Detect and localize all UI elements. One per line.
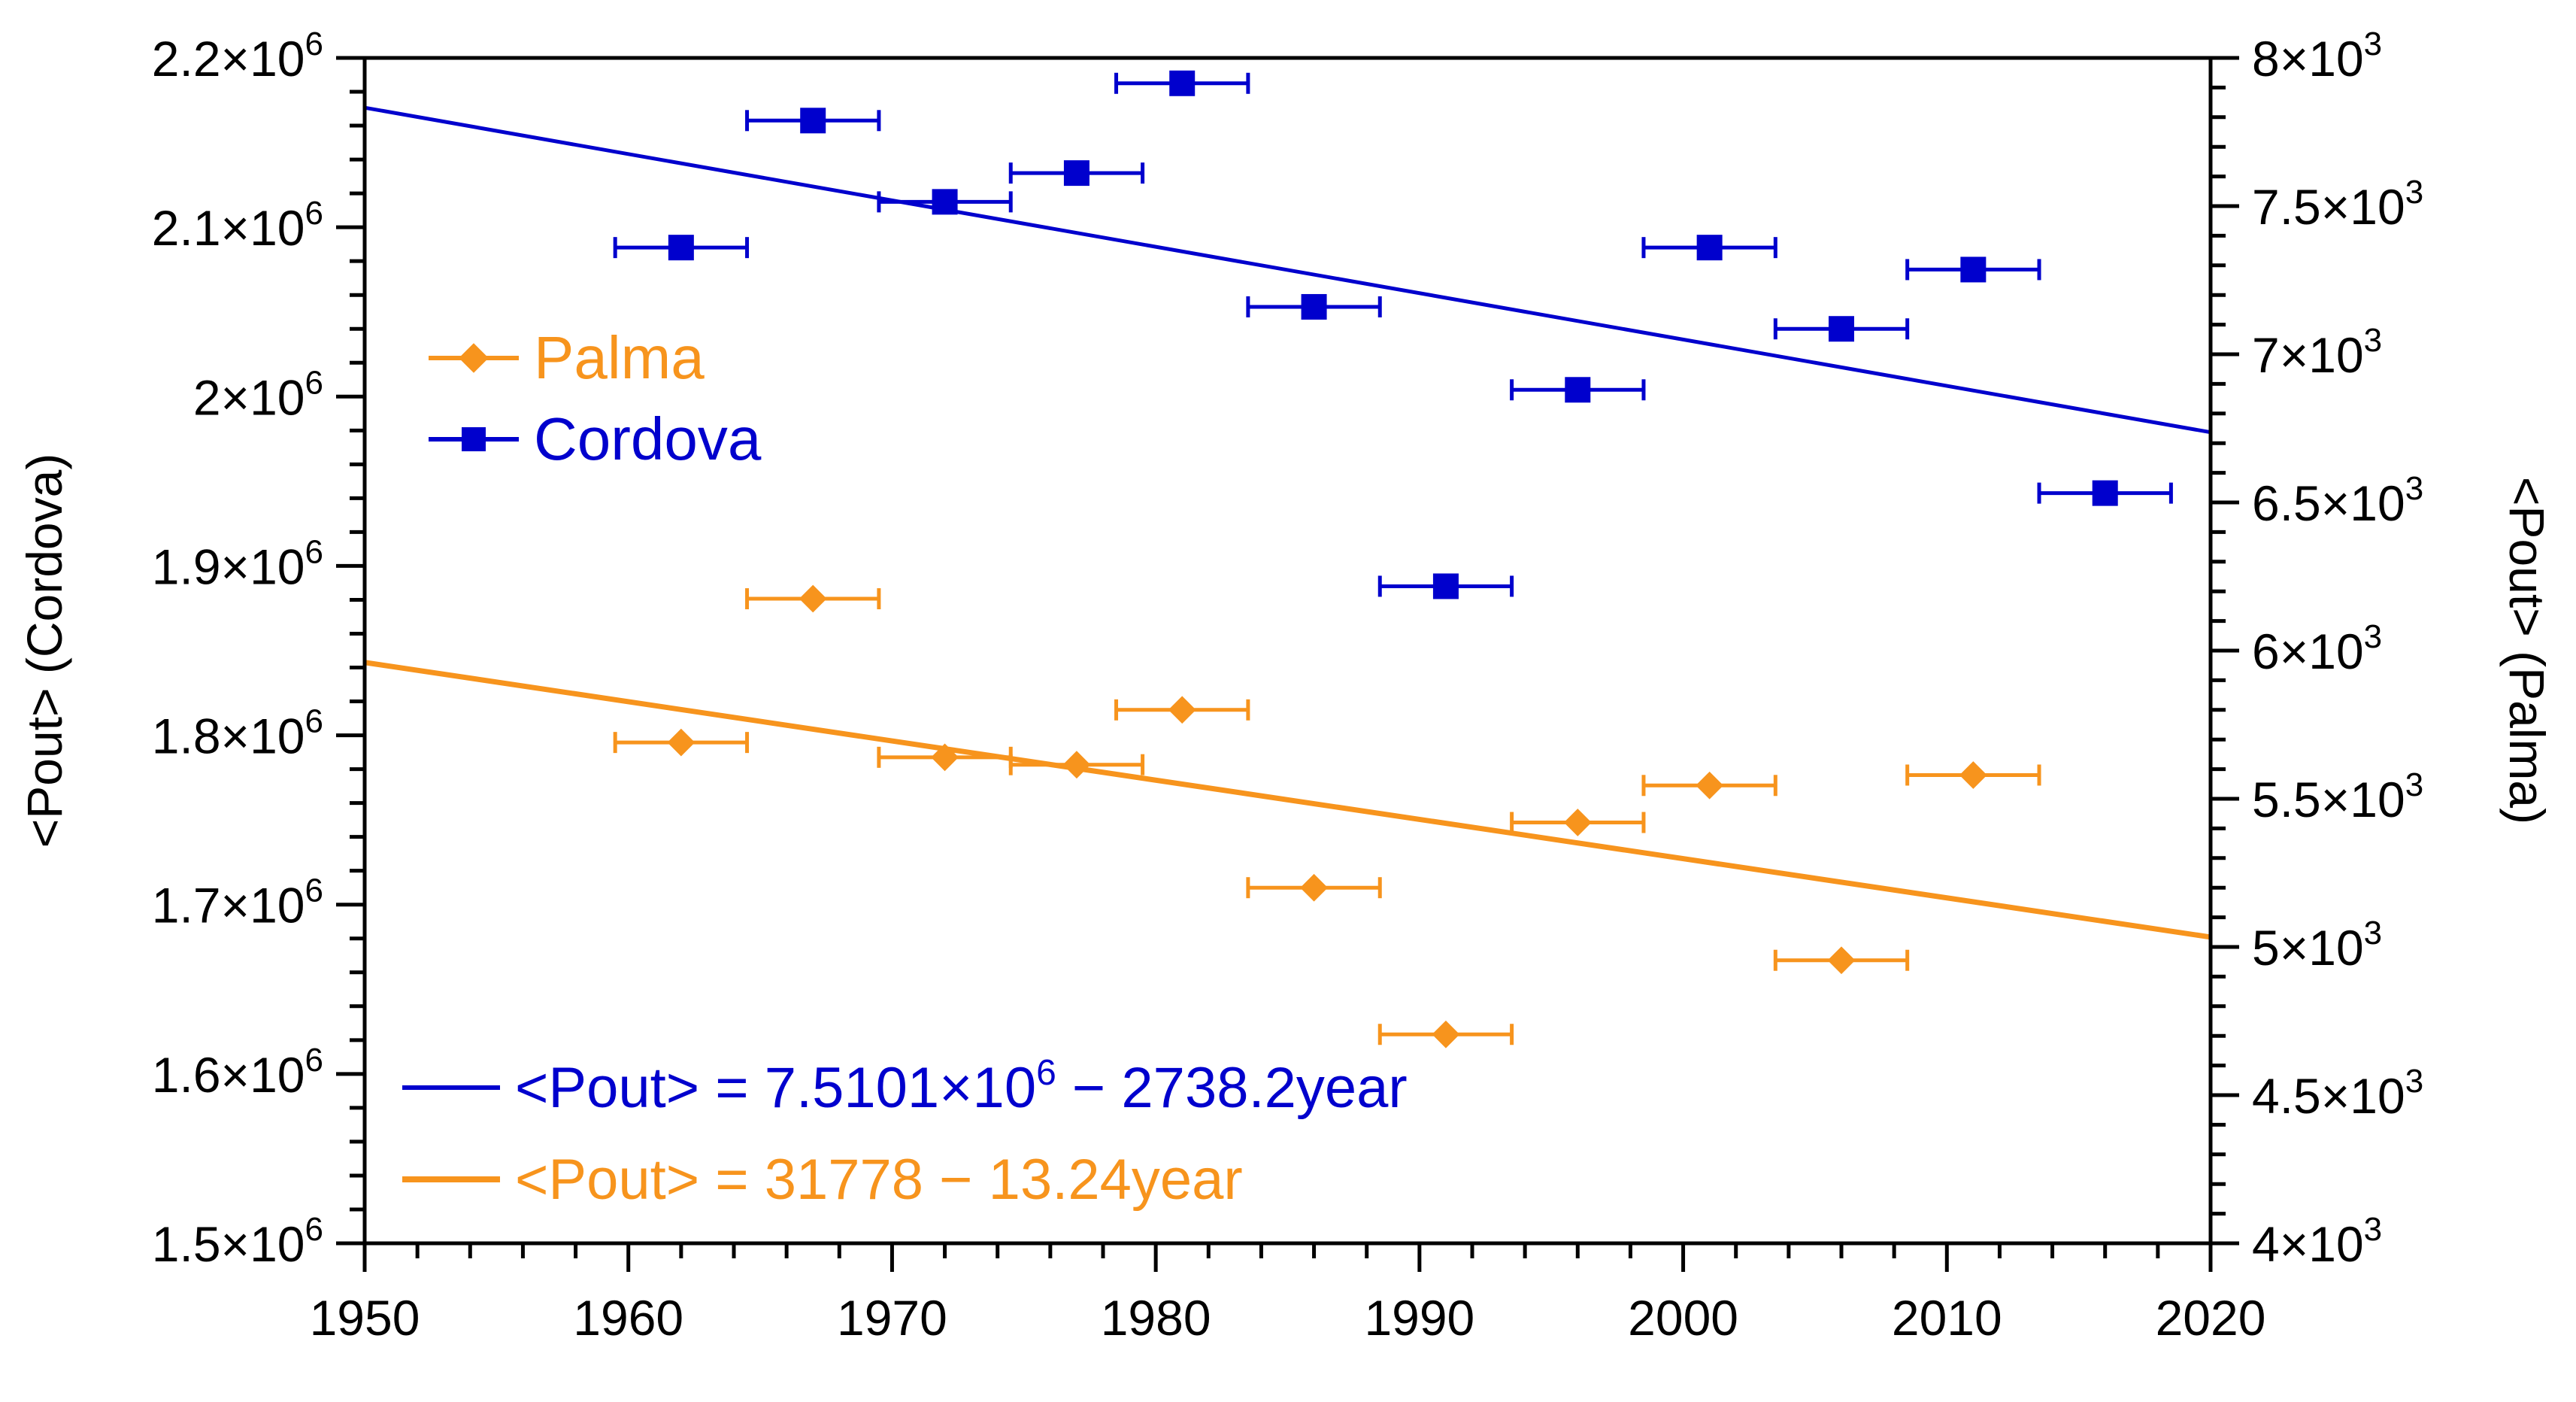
legend-cordova-marker	[462, 427, 486, 451]
x-tick-label: 2010	[1892, 1290, 2002, 1346]
y-right-tick-label: 6×103	[2252, 618, 2382, 679]
cordova-point	[2092, 480, 2118, 506]
palma-point	[1168, 696, 1196, 724]
x-tick-label: 2020	[2156, 1290, 2266, 1346]
palma-point	[931, 743, 959, 772]
cordova-point	[1829, 316, 1854, 342]
cordova-point	[1301, 293, 1327, 320]
cordova-point	[800, 108, 826, 134]
y-right-tick-label: 4×103	[2252, 1211, 2382, 1272]
fit-cordova-pre: <Pout> = 7.5101×10	[515, 1056, 1036, 1120]
y-right-tick-labels: 4×103 4.5×103 5×103 5.5×103 6×103 6.5×103 7×10…	[2252, 26, 2423, 1272]
x-tick-label: 1960	[573, 1290, 683, 1346]
data-points	[613, 70, 2173, 1048]
y-left-tick-labels: 1.5×106 1.6×106 1.7×106 1.8×106 1.9×106 2×106…	[152, 26, 323, 1272]
y-right-tick-label: 7×103	[2252, 322, 2382, 383]
y-left-tick-label: 2.2×106	[152, 26, 323, 86]
cordova-point	[932, 189, 958, 215]
x-tick-label: 1990	[1364, 1290, 1474, 1346]
cordova-point	[1696, 235, 1723, 261]
palma-point	[1300, 873, 1328, 902]
y-right-tick-label: 7.5×103	[2252, 174, 2423, 235]
y-left-tick-label: 1.5×106	[152, 1211, 323, 1272]
palma-point	[1563, 809, 1592, 836]
legend: Palma Cordova	[429, 324, 762, 472]
cordova-point	[1063, 160, 1089, 187]
fit-palma-equation: <Pout> = 31778 − 13.24year	[515, 1148, 1243, 1212]
axis-ticks	[336, 56, 2239, 1272]
y-left-tick-label: 1.7×106	[152, 872, 323, 933]
fit-line-palma	[364, 660, 2211, 940]
y-right-tick-label: 6.5×103	[2252, 470, 2423, 531]
cordova-point	[1432, 573, 1459, 599]
x-tick-labels: 1950 1960 1970 1980 1990 2000 2010 2020	[310, 1290, 2266, 1346]
palma-point	[1696, 771, 1724, 800]
palma-point	[799, 584, 827, 613]
palma-point	[1959, 761, 1987, 789]
legend-cordova-label: Cordova	[534, 405, 762, 472]
plot-frame	[362, 56, 2213, 1246]
y-left-tick-label: 2×106	[193, 364, 323, 425]
cordova-point	[668, 235, 694, 261]
palma-point	[1432, 1020, 1460, 1048]
legend-palma-marker	[459, 343, 489, 373]
palma-point	[1827, 946, 1856, 975]
fit-lines	[364, 105, 2211, 940]
y-left-tick-label: 1.9×106	[152, 533, 323, 594]
palma-point	[1062, 751, 1091, 779]
y-left-tick-label: 1.8×106	[152, 703, 323, 764]
fit-line-cordova	[364, 105, 2211, 435]
cordova-point	[1960, 256, 1987, 283]
cordova-point	[1565, 377, 1591, 403]
fit-equations: <Pout> = 7.5101×106 − 2738.2year <Pout> …	[402, 1053, 1408, 1212]
fit-cordova-equation: <Pout> = 7.5101×106 − 2738.2year	[515, 1053, 1408, 1120]
y-right-tick-label: 5.5×103	[2252, 766, 2423, 827]
y-left-tick-label: 2.1×106	[152, 195, 323, 256]
x-tick-label: 1970	[837, 1290, 947, 1346]
cordova-point	[1169, 70, 1196, 96]
fit-cordova-exp: 6	[1036, 1053, 1056, 1093]
y-left-axis-title: <Pout> (Cordova)	[17, 454, 72, 848]
y-right-tick-label: 4.5×103	[2252, 1063, 2423, 1124]
y-right-tick-label: 5×103	[2252, 915, 2382, 976]
y-left-tick-label: 1.6×106	[152, 1042, 323, 1103]
x-tick-label: 1950	[310, 1290, 420, 1346]
palma-point	[667, 728, 696, 757]
fit-cordova-post: − 2738.2year	[1056, 1056, 1408, 1120]
x-tick-label: 1980	[1101, 1290, 1211, 1346]
x-tick-label: 2000	[1628, 1290, 1738, 1346]
y-right-axis-title: <Pout> (Palma)	[2499, 477, 2555, 824]
y-right-tick-label: 8×103	[2252, 26, 2382, 86]
legend-palma-label: Palma	[534, 324, 705, 391]
